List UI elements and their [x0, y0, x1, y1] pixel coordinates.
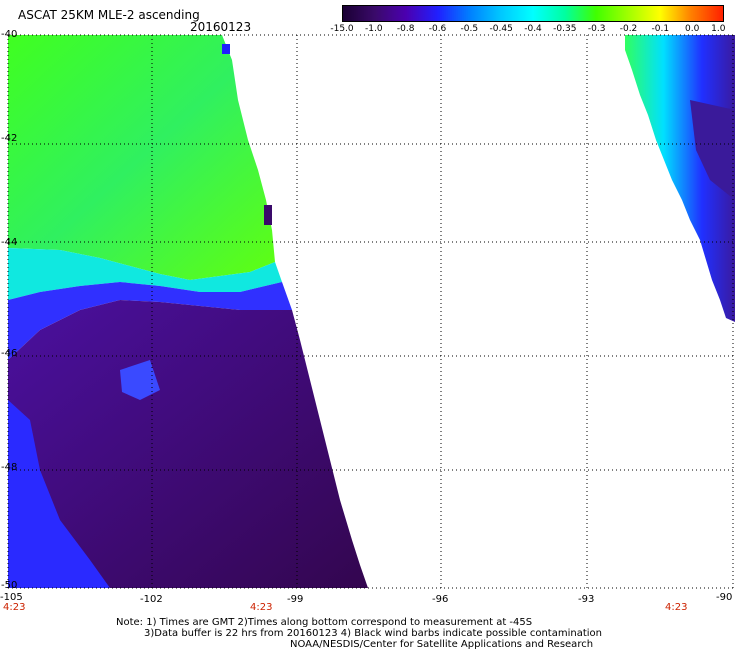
- lon-label: -90: [716, 592, 733, 603]
- time-label: 4:23: [3, 602, 26, 613]
- colorbar-segment: [406, 6, 439, 21]
- map-title: ASCAT 25KM MLE-2 ascending: [18, 8, 200, 22]
- colorbar-label: -0.1: [651, 24, 670, 34]
- lat-label: -42: [1, 133, 18, 144]
- time-label: 4:23: [665, 602, 688, 613]
- colorbar-segment: [438, 6, 470, 21]
- colorbar-label: -0.45: [489, 24, 513, 34]
- map-date: 20160123: [190, 20, 252, 34]
- lon-label: -96: [432, 594, 449, 605]
- colorbar-segment: [691, 6, 724, 21]
- colorbar-segment: [469, 6, 502, 21]
- swath-left-purple: [8, 300, 368, 588]
- lon-label: -99: [287, 594, 304, 605]
- graticule: [7, 34, 734, 589]
- colorbar-label: -0.6: [428, 24, 447, 34]
- colorbar-segment: [501, 6, 534, 21]
- note-line: Note: 1) Times are GMT 2)Times along bot…: [116, 617, 533, 628]
- swath-edge-dot-2: [264, 205, 272, 225]
- lat-label: -40: [1, 29, 18, 40]
- note-line: 3)Data buffer is 22 hrs from 20160123 4)…: [144, 628, 602, 639]
- colorbar-segment: [533, 6, 565, 21]
- colorbar-label: -0.5: [460, 24, 479, 34]
- swath-left-blue: [8, 282, 292, 360]
- colorbar-label: -0.8: [396, 24, 415, 34]
- swath-left-upper: [8, 35, 275, 280]
- colorbar-label: -0.4: [524, 24, 542, 34]
- lon-label: -105: [0, 592, 23, 603]
- colorbar-label: 1.0: [711, 24, 726, 34]
- time-label: 4:23: [250, 602, 273, 613]
- swath-left-blue-patch: [8, 400, 110, 588]
- note-line: NOAA/NESDIS/Center for Satellite Applica…: [290, 639, 594, 650]
- colorbar-label: 0.0: [684, 24, 700, 34]
- colorbar-label: -15.0: [330, 24, 354, 34]
- colorbar-segment: [596, 6, 629, 21]
- colorbar-label: -1.0: [365, 24, 383, 34]
- lat-label: -48: [1, 462, 18, 473]
- swath-left-cyan: [8, 248, 282, 300]
- lat-label: -50: [1, 580, 18, 591]
- colorbar-segment: [564, 6, 597, 21]
- lat-label: -46: [1, 348, 18, 359]
- colorbar-segment: [374, 6, 407, 21]
- colorbar-segment: [628, 6, 660, 21]
- swath-left-blue-patch-2: [120, 360, 160, 400]
- colorbar-label: -0.35: [553, 24, 577, 34]
- lon-label: -102: [140, 594, 163, 605]
- colorbar-labels: -15.0 -1.0 -0.8 -0.6 -0.5 -0.45 -0.4 -0.35 -0.3 -…: [330, 24, 726, 36]
- lon-label: -93: [578, 594, 595, 605]
- swath-edge-dot: [222, 44, 230, 54]
- colorbar-segment: [343, 6, 375, 21]
- colorbar-label: -0.3: [587, 24, 606, 34]
- colorbar-label: -0.2: [619, 24, 638, 34]
- swath-right-purple: [690, 100, 735, 200]
- colorbar-segment: [659, 6, 692, 21]
- lat-label: -44: [1, 237, 18, 248]
- colorbar: [342, 5, 724, 22]
